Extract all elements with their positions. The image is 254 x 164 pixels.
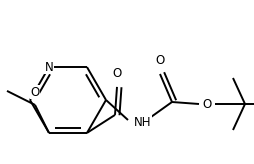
- Text: O: O: [30, 86, 40, 99]
- Text: O: O: [202, 98, 212, 111]
- Text: O: O: [155, 54, 165, 67]
- Text: N: N: [45, 61, 53, 74]
- Text: NH: NH: [134, 115, 151, 129]
- Text: O: O: [112, 67, 122, 80]
